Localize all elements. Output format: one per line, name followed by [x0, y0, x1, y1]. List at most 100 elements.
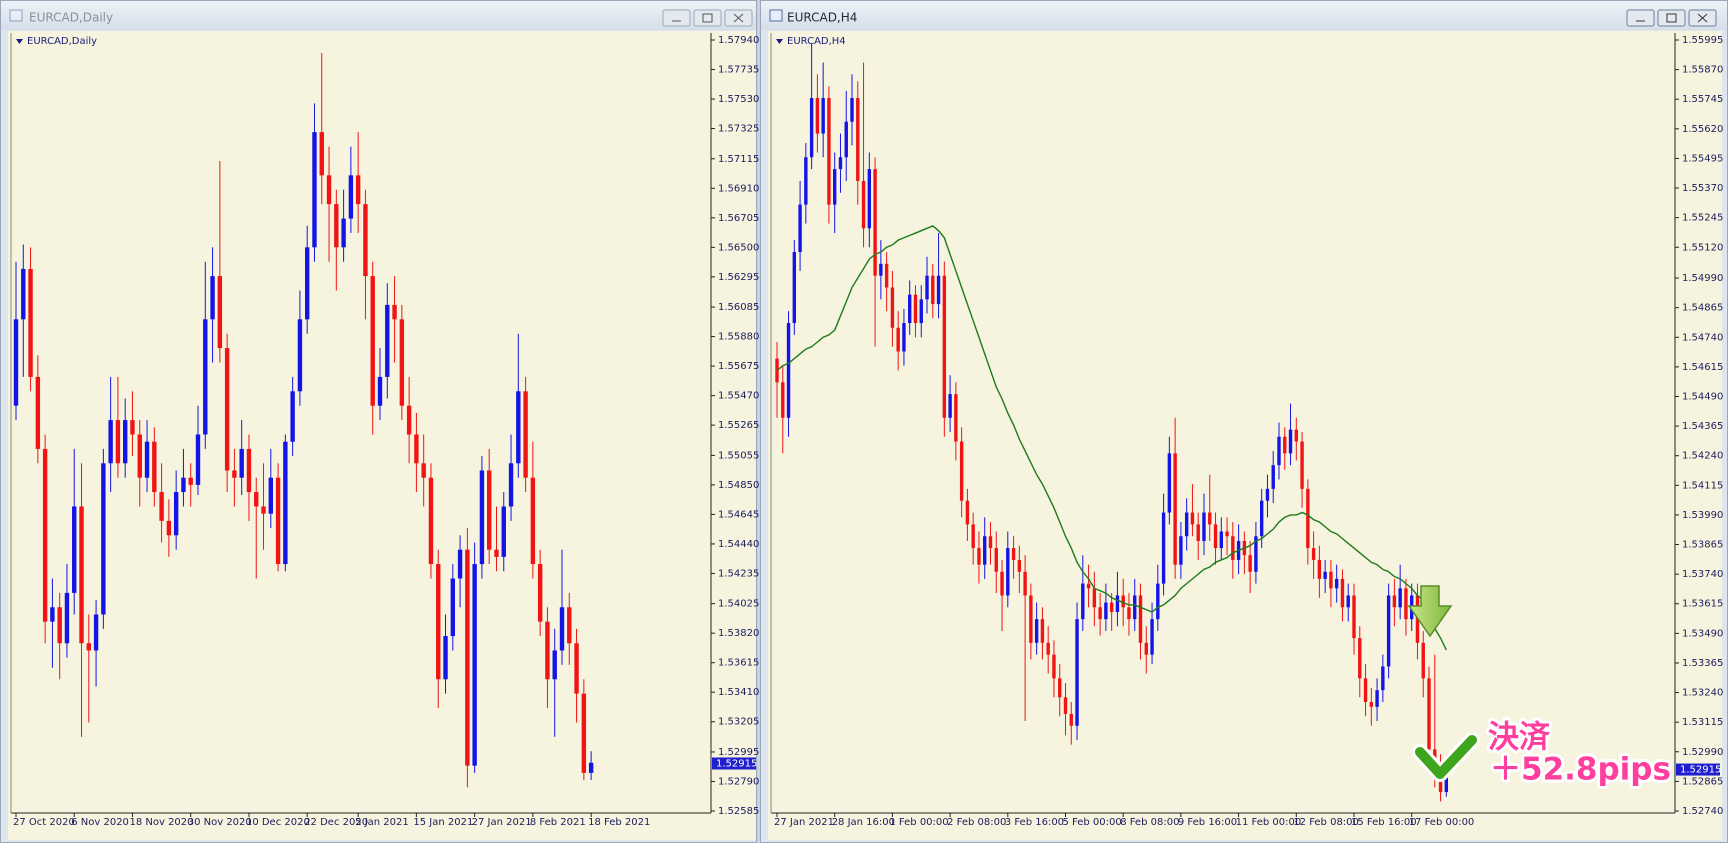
y-tick-label: 1.52790 — [718, 776, 759, 787]
candle-body — [1265, 488, 1270, 501]
icon — [733, 13, 744, 23]
window-buttons[interactable] — [662, 9, 753, 27]
candle-body — [35, 376, 41, 449]
candle-body — [1156, 583, 1160, 620]
title-bar — [761, 1, 1727, 30]
candle-body — [414, 434, 419, 464]
candle-body — [850, 98, 854, 122]
x-tick-label: 27 Jan 2021 — [774, 817, 834, 828]
y-tick-label: 1.56085 — [718, 302, 759, 313]
candle-body — [50, 607, 55, 622]
candle-body — [798, 204, 802, 252]
window-buttons[interactable] — [1626, 9, 1717, 27]
candle-body — [217, 276, 223, 349]
candle-body — [1104, 602, 1108, 620]
y-tick-label: 1.57735 — [718, 65, 759, 76]
candle-body — [1271, 465, 1275, 489]
candle-body — [319, 132, 324, 176]
candle-body — [516, 391, 521, 464]
candle-body — [919, 299, 923, 324]
candle-body — [1173, 453, 1177, 565]
y-tick-label: 1.57115 — [718, 154, 759, 165]
candle-body — [275, 477, 281, 565]
candle-body — [1190, 512, 1195, 525]
candle-body — [1306, 488, 1310, 549]
candle-body — [1075, 619, 1079, 726]
y-tick-label: 1.55055 — [718, 450, 759, 461]
candle-body — [1283, 436, 1287, 454]
candle-body — [1352, 595, 1356, 639]
last-price-box — [712, 757, 756, 770]
candle-body — [123, 420, 128, 464]
x-tick-label: 6 Nov 2020 — [71, 817, 129, 828]
candle-body — [827, 98, 831, 205]
candle-body — [406, 405, 412, 435]
minimize-button[interactable] — [662, 9, 691, 27]
y-tick-label: 1.55120 — [1682, 242, 1723, 253]
y-tick-label: 1.54850 — [718, 480, 759, 491]
candle-body — [195, 434, 201, 485]
y-tick-label: 1.54615 — [1682, 362, 1723, 373]
candle-body — [254, 492, 259, 507]
y-tick-label: 1.54990 — [1682, 273, 1723, 284]
y-tick-label: 1.53240 — [1682, 688, 1723, 699]
candle-body — [786, 323, 791, 418]
candle-body — [977, 548, 981, 565]
candle-body — [1404, 588, 1408, 620]
x-tick-label: 3 Feb 16:00 — [1005, 817, 1064, 828]
candle-body — [959, 441, 964, 501]
candle-body — [355, 175, 361, 205]
candle-body — [925, 275, 929, 300]
candle-body — [838, 157, 843, 170]
restore-button[interactable] — [1657, 9, 1686, 27]
candle-body — [1381, 666, 1385, 691]
minimize-button[interactable] — [1626, 9, 1655, 27]
candle-body — [1288, 429, 1293, 454]
y-tick-label: 1.53615 — [718, 658, 759, 669]
last-price-label: 1.52915 — [1680, 765, 1721, 776]
y-tick-label: 1.53410 — [718, 687, 759, 698]
candle-body — [443, 636, 448, 680]
candle-body — [890, 287, 895, 328]
y-tick-label: 1.53365 — [1682, 658, 1723, 669]
candle-body — [86, 643, 91, 651]
candle-body — [809, 98, 814, 158]
candle-body — [1023, 571, 1027, 596]
y-tick-label: 1.53865 — [1682, 540, 1723, 551]
last-price-box — [1676, 763, 1720, 776]
candle-body — [152, 441, 157, 493]
candle-body — [13, 319, 19, 406]
y-tick-label: 1.52585 — [718, 806, 759, 817]
candle-body — [1196, 524, 1200, 541]
x-tick-label: 18 Nov 2020 — [129, 817, 193, 828]
candle-body — [1334, 578, 1339, 589]
y-tick-label: 1.56500 — [718, 242, 759, 253]
candle-body — [385, 304, 390, 377]
candle-body — [1392, 595, 1397, 608]
window-icon — [769, 9, 783, 22]
candle-body — [1069, 713, 1073, 726]
candle-body — [283, 441, 288, 565]
candle-body — [804, 157, 808, 205]
candle-body — [873, 169, 877, 276]
chart-area — [768, 31, 1722, 840]
candle-body — [159, 492, 164, 521]
candle-body — [1000, 571, 1004, 596]
candle-body — [1086, 583, 1091, 589]
x-tick-label: 12 Feb 08:00 — [1293, 817, 1359, 828]
candle-body — [1029, 595, 1033, 643]
x-tick-label: 10 Dec 2020 — [246, 817, 310, 828]
candle-body — [948, 394, 952, 418]
candle-body — [908, 294, 912, 324]
candle-body — [1127, 607, 1131, 620]
y-tick-label: 1.57325 — [718, 124, 759, 135]
check — [1415, 735, 1477, 779]
candle-body — [494, 549, 499, 557]
y-tick-label: 1.53490 — [1682, 628, 1723, 639]
chart-title: EURCAD,H4 — [787, 36, 846, 47]
icon — [1666, 13, 1677, 23]
candle-body — [896, 327, 900, 352]
restore-button[interactable] — [693, 9, 722, 27]
candle-body — [1011, 548, 1016, 560]
